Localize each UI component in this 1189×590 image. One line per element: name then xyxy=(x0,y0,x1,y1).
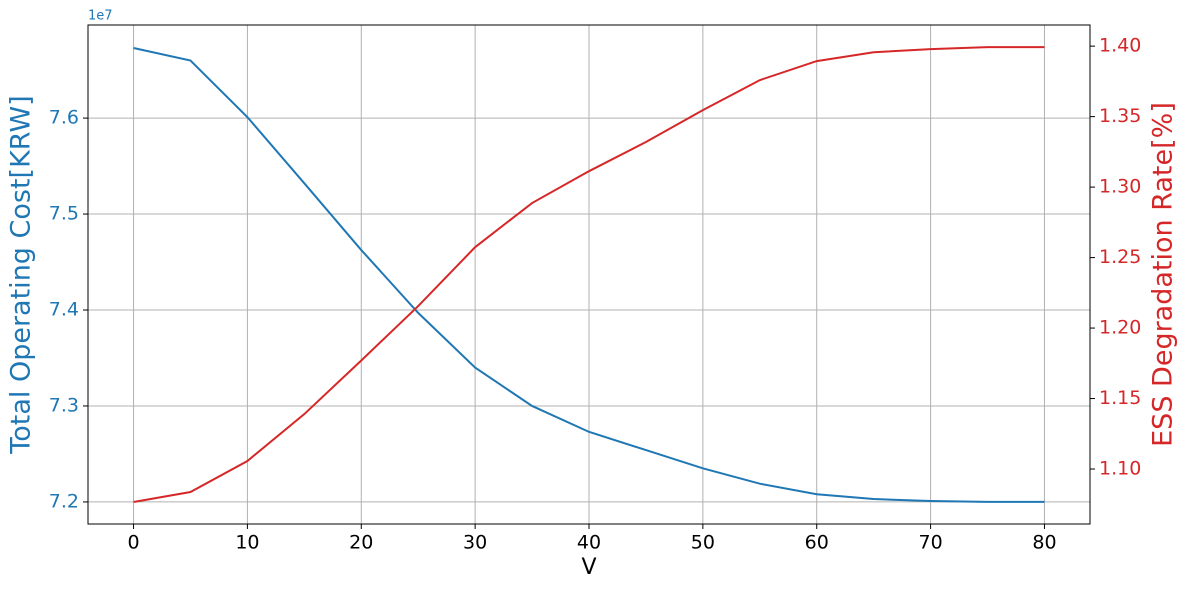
y2-tick-label: 1.30 xyxy=(1099,176,1141,198)
y2-axis-label: ESS Degradation Rate[%] xyxy=(1148,102,1179,447)
x-tick-label: 0 xyxy=(127,532,139,554)
y2-tick-label: 1.15 xyxy=(1099,387,1141,409)
x-tick-label: 50 xyxy=(691,532,715,554)
x-tick-label: 80 xyxy=(1032,532,1056,554)
line-series xyxy=(133,46,1045,503)
y2-tick-label: 1.35 xyxy=(1099,105,1141,127)
x-tick-label: 30 xyxy=(463,532,487,554)
y2-tick-label: 1.25 xyxy=(1099,246,1141,268)
y-tick-label: 7.2 xyxy=(49,490,79,512)
y2-tick-label: 1.10 xyxy=(1099,458,1141,480)
y2-tick-label: 1.40 xyxy=(1099,35,1141,57)
y-tick-label: 7.6 xyxy=(49,107,79,129)
x-axis-label: V xyxy=(581,555,596,580)
y-tick-label: 7.5 xyxy=(49,203,79,225)
y-tick-label: 7.3 xyxy=(49,394,79,416)
x-tick-label: 60 xyxy=(805,532,829,554)
y-tick-label: 7.4 xyxy=(49,299,79,321)
line-series xyxy=(133,47,1045,503)
x-tick-label: 10 xyxy=(235,532,259,554)
x-tick-label: 20 xyxy=(349,532,373,554)
x-tick-label: 40 xyxy=(577,532,601,554)
y2-tick-label: 1.20 xyxy=(1099,317,1141,339)
y-offset-label: 1e7 xyxy=(88,9,113,24)
x-tick-label: 70 xyxy=(918,532,942,554)
y-axis-label: Total Operating Cost[KRW] xyxy=(6,95,37,454)
